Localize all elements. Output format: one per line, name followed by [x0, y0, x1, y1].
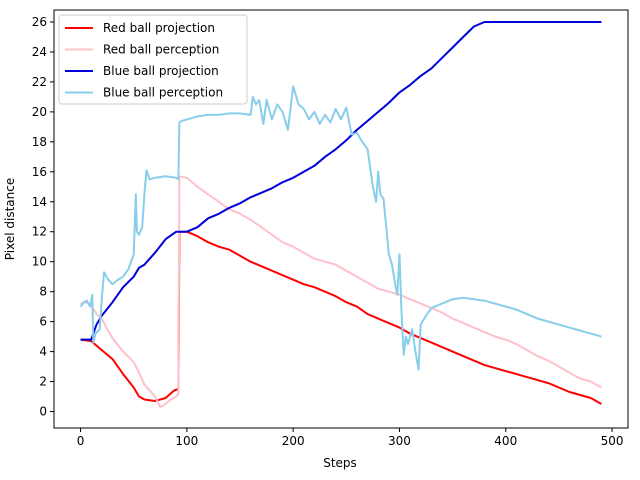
x-tick-label: 400 — [494, 434, 517, 448]
y-tick-label: 14 — [32, 195, 47, 209]
y-tick-label: 6 — [39, 315, 47, 329]
series-line-1 — [80, 175, 602, 408]
x-tick-label: 300 — [388, 434, 411, 448]
y-tick-label: 22 — [32, 75, 47, 89]
y-tick-label: 24 — [32, 45, 47, 59]
legend-label-0: Red ball projection — [103, 21, 215, 35]
y-tick-label: 0 — [39, 405, 47, 419]
x-tick-label: 500 — [601, 434, 624, 448]
series-line-0 — [80, 230, 602, 405]
y-tick-label: 12 — [32, 225, 47, 239]
x-tick-label: 200 — [282, 434, 305, 448]
legend-label-1: Red ball perception — [103, 43, 219, 57]
y-tick-label: 4 — [39, 345, 47, 359]
series-layer — [79, 21, 602, 408]
plot-frame — [53, 9, 629, 429]
legend: Red ball projection Red ball perception Bl… — [58, 14, 248, 105]
x-tick-label: 100 — [175, 434, 198, 448]
y-axis-label: Pixel distance — [3, 178, 17, 260]
legend-label-2: Blue ball projection — [103, 64, 219, 78]
x-axis-label: Steps — [323, 456, 357, 470]
x-tick-label: 0 — [77, 434, 85, 448]
y-tick-label: 8 — [39, 285, 47, 299]
y-tick-label: 2 — [39, 375, 47, 389]
y-tick-label: 26 — [32, 15, 47, 29]
y-tick-label: 10 — [32, 255, 47, 269]
legend-label-3: Blue ball perception — [103, 86, 223, 100]
series-line-3 — [79, 85, 602, 371]
x-axis-ticks: 0 100 200 300 400 500 — [77, 428, 624, 448]
y-tick-label: 16 — [32, 165, 47, 179]
y-tick-label: 18 — [32, 135, 47, 149]
legend-box — [58, 14, 248, 105]
y-tick-label: 20 — [32, 105, 47, 119]
series-line-2 — [80, 21, 602, 341]
